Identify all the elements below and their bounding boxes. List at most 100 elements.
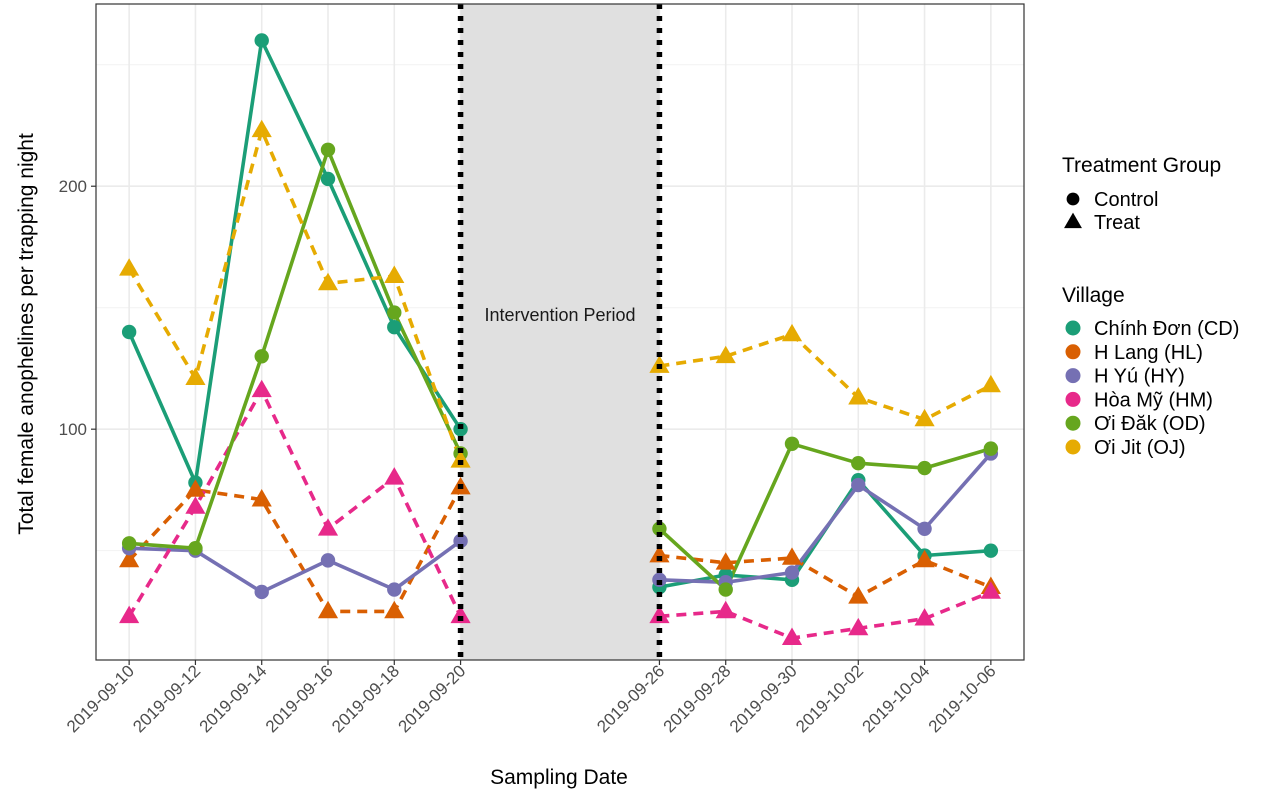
data-point — [251, 119, 272, 138]
x-tick-label: 2019-09-14 — [196, 661, 271, 736]
data-point — [917, 460, 932, 476]
legend-color-item: Ơi Jit (OJ) — [1065, 437, 1186, 459]
data-point — [983, 543, 999, 558]
series-line — [659, 553, 992, 599]
legend-color-item: Ơi Đăk (OD) — [1065, 413, 1206, 435]
data-point — [784, 436, 800, 451]
data-point — [649, 544, 670, 563]
data-point — [185, 479, 206, 497]
intervention-band — [460, 4, 660, 660]
series-line — [659, 452, 993, 585]
x-tick-label: 2019-09-16 — [262, 661, 337, 736]
legend-color-swatch — [1065, 320, 1081, 336]
x-tick-label: 2019-09-20 — [394, 661, 469, 736]
legend-color-label: Ơi Đăk (OD) — [1094, 413, 1206, 435]
data-point — [715, 345, 736, 364]
x-tick-label: 2019-10-04 — [858, 661, 933, 736]
legend-color-label: Ơi Jit (OJ) — [1094, 437, 1186, 459]
data-point — [320, 553, 336, 568]
x-tick-label: 2019-09-30 — [726, 661, 801, 736]
legend-color-swatch — [1065, 439, 1081, 455]
series-line — [127, 38, 463, 485]
data-point — [119, 258, 140, 276]
x-tick-label: 2019-09-26 — [593, 661, 668, 736]
series-line — [129, 539, 462, 594]
legend-color-label: H Lang (HL) — [1094, 342, 1203, 364]
series-h-lang-hl- — [127, 486, 992, 614]
data-point — [781, 627, 803, 645]
data-point — [121, 536, 137, 551]
data-point — [185, 367, 206, 386]
data-point — [387, 582, 402, 597]
data-point — [851, 477, 866, 493]
series-points — [119, 476, 1001, 619]
data-point — [450, 605, 471, 624]
data-point — [715, 552, 736, 570]
legend-color-swatch — [1065, 415, 1081, 431]
x-tick-label: 2019-09-10 — [63, 661, 138, 736]
legend-shape-item: Treat — [1064, 212, 1140, 234]
x-tick-label: 2019-09-12 — [129, 661, 204, 736]
y-tick-label: 200 — [59, 177, 87, 196]
legend-color-label: H Yú (HY) — [1094, 366, 1185, 388]
data-point — [917, 521, 932, 536]
data-point — [914, 608, 935, 626]
data-point — [718, 582, 733, 597]
legend-color-item: H Yú (HY) — [1065, 366, 1185, 388]
x-axis-title: Sampling Date — [490, 766, 628, 789]
data-point — [848, 617, 869, 636]
x-tick-label: 2019-10-06 — [925, 661, 1000, 736]
legend-color-label: Hòa Mỹ (HM) — [1094, 389, 1213, 411]
legend-color-items: Chính Đơn (CD)H Lang (HL)H Yú (HY)Hòa Mỹ… — [1065, 318, 1239, 459]
data-point — [652, 521, 667, 536]
data-point — [317, 272, 339, 291]
data-point — [848, 586, 869, 604]
legend-shape-label: Control — [1094, 189, 1158, 211]
data-point — [848, 386, 869, 405]
legend-color-swatch — [1065, 391, 1081, 407]
data-point — [251, 379, 272, 398]
data-point — [320, 171, 336, 187]
y-axis-title: Total female anophelines per trapping ni… — [15, 133, 38, 535]
data-point — [450, 450, 471, 468]
data-point — [784, 565, 800, 580]
legend-color-item: H Lang (HL) — [1065, 342, 1203, 364]
data-point — [914, 549, 935, 568]
x-tick-label: 2019-09-18 — [328, 661, 403, 736]
data-point — [121, 324, 137, 340]
data-point — [320, 142, 336, 157]
series-line — [128, 148, 463, 550]
data-point — [254, 349, 269, 364]
data-point — [1066, 192, 1080, 206]
data-point — [453, 421, 468, 437]
data-point — [384, 265, 405, 283]
data-point — [251, 489, 272, 507]
legend-shape-title: Treatment Group — [1062, 154, 1221, 177]
series--i-jit-oj- — [127, 128, 992, 462]
data-point — [453, 533, 468, 549]
series-line — [658, 442, 992, 592]
series-line — [659, 332, 992, 422]
data-point — [384, 600, 405, 619]
data-point — [851, 456, 866, 471]
data-point — [384, 467, 405, 485]
data-point — [317, 600, 339, 619]
data-point — [980, 374, 1001, 393]
series-line — [127, 388, 463, 618]
legend-color-item: Chính Đơn (CD) — [1065, 318, 1239, 340]
legend-shape-label: Treat — [1094, 212, 1140, 234]
data-point — [781, 323, 803, 342]
legend-color-item: Hòa Mỹ (HM) — [1065, 389, 1213, 411]
series-line — [127, 486, 463, 614]
x-tick-label: 2019-10-02 — [792, 661, 867, 736]
intervention-label: Intervention Period — [484, 305, 635, 325]
series-line — [127, 128, 463, 462]
data-point — [387, 319, 402, 335]
series-points — [121, 142, 999, 597]
panel-border — [95, 3, 1025, 661]
y-tick-label: 100 — [59, 420, 87, 439]
series-points — [119, 379, 1001, 645]
